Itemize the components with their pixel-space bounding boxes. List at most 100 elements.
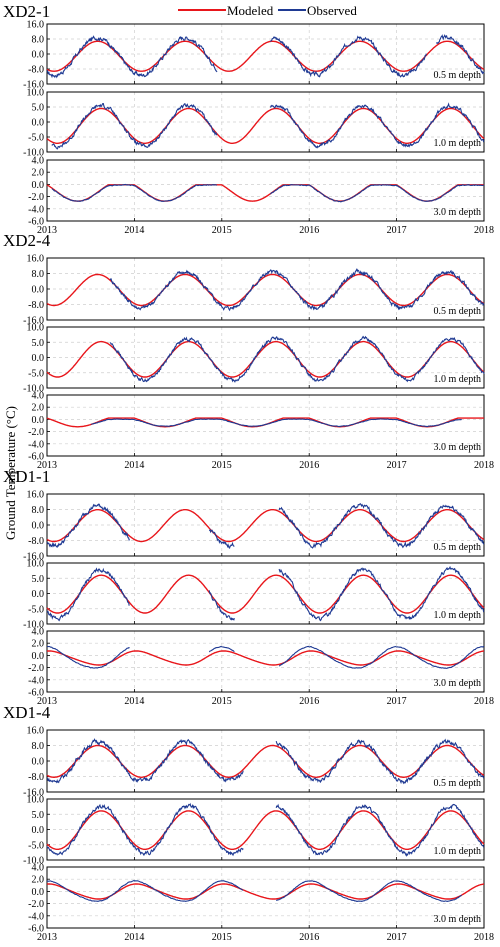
x-tick-label: 2016 <box>299 696 319 707</box>
panel-1: 16.0 8.0 0.0 -8.0 -16.0 0.5 m depth <box>23 726 485 799</box>
x-tick-label: 2014 <box>124 460 144 471</box>
observed-series-line <box>46 645 484 669</box>
y-tick-label: 0.0 <box>32 521 45 532</box>
panel-frame <box>46 23 485 85</box>
panel-frame <box>46 493 485 557</box>
x-tick-label: 2015 <box>212 225 232 236</box>
x-tick-label: 2018 <box>474 225 494 236</box>
modeled-series-line <box>46 40 485 72</box>
y-tick-label: 8.0 <box>32 269 45 280</box>
y-tick-label: 0.0 <box>32 757 45 768</box>
y-tick-label: 16.0 <box>27 490 45 501</box>
panel-frame <box>46 562 485 625</box>
station-xd1-4: XD1-4 16.0 8.0 0.0 -8.0 -16.0 0.5 m depth 10.0 5… <box>3 703 494 943</box>
panel-3: 4.02.00.0-2.0-4.0 -6.0 3.0 m depth 2013 2014… <box>28 156 494 237</box>
panel-3: 4.02.00.0-2.0-4.0 -6.0 3.0 m depth 2013 2014… <box>28 863 494 944</box>
y-tick-label: -16.0 <box>23 316 44 327</box>
y-tick-label: 8.0 <box>32 35 45 46</box>
y-tick-label: -16.0 <box>23 788 44 799</box>
panel-3: 4.02.00.0-2.0-4.0 -6.0 3.0 m depth 2013 2014… <box>28 391 494 472</box>
x-tick-label: 2013 <box>37 225 57 236</box>
observed-series-line <box>47 879 462 903</box>
depth-label: 1.0 m depth <box>434 374 482 385</box>
panel-frame <box>46 866 485 929</box>
depth-label: 3.0 m depth <box>434 914 482 925</box>
y-tick-label: -8.0 <box>28 65 44 76</box>
x-tick-label: 2015 <box>212 696 232 707</box>
station-title: XD1-1 <box>3 467 50 486</box>
observed-series-line <box>46 502 485 549</box>
y-tick-label: 16.0 <box>27 726 45 737</box>
y-tick-label: -6.0 <box>28 924 44 935</box>
y-tick-label: 10.0 <box>27 323 45 334</box>
y-tick-label: -2.0 <box>28 899 44 910</box>
y-tick-label: -6.0 <box>28 688 44 699</box>
station-xd2-4: XD2-4 16.0 8.0 0.0 -8.0 -16.0 0.5 m depth 10.0 5… <box>3 231 494 471</box>
x-tick-label: 2016 <box>299 225 319 236</box>
depth-label: 3.0 m depth <box>434 442 482 453</box>
y-tick-label: 0.0 <box>32 118 45 129</box>
y-tick-label: -4.0 <box>28 675 44 686</box>
modeled-series-line <box>46 184 485 202</box>
legend-observed-label: Observed <box>307 3 357 18</box>
x-tick-label: 2014 <box>124 696 144 707</box>
y-tick-label: -5.0 <box>28 133 44 144</box>
panel-frame <box>46 729 485 793</box>
depth-label: 1.0 m depth <box>434 138 482 149</box>
x-tick-label: 2015 <box>212 460 232 471</box>
y-tick-label: -8.0 <box>28 536 44 547</box>
y-tick-label: 0.0 <box>32 651 45 662</box>
x-tick-label: 2017 <box>387 225 407 236</box>
y-tick-label: 10.0 <box>27 795 45 806</box>
y-tick-label: 16.0 <box>27 20 45 31</box>
panel-2: 10.0 5.0 0.0 -5.0 -10.0 1.0 m depth <box>23 795 485 867</box>
y-tick-label: -4.0 <box>28 204 44 215</box>
y-tick-label: -10.0 <box>23 856 44 867</box>
y-tick-label: -10.0 <box>23 384 44 395</box>
y-tick-label: -10.0 <box>23 620 44 631</box>
depth-label: 1.0 m depth <box>434 610 482 621</box>
panel-frame <box>46 394 485 457</box>
y-tick-label: 2.0 <box>32 168 45 179</box>
x-tick-label: 2017 <box>387 696 407 707</box>
panel-frame <box>46 257 485 321</box>
panel-1: 16.0 8.0 0.0 -8.0 -16.0 0.5 m depth <box>23 254 485 327</box>
y-tick-label: 0.0 <box>32 180 45 191</box>
y-tick-label: 4.0 <box>32 156 45 167</box>
panel-3: 4.02.00.0-2.0-4.0 -6.0 3.0 m depth 2013 2014… <box>28 627 494 708</box>
depth-label: 3.0 m depth <box>434 678 482 689</box>
y-tick-label: 0.0 <box>32 825 45 836</box>
y-tick-label: -6.0 <box>28 452 44 463</box>
panel-frame <box>46 91 485 153</box>
station-xd1-1: XD1-1 16.0 8.0 0.0 -8.0 -16.0 0.5 m depth 10.0 5… <box>3 467 494 707</box>
y-tick-label: 5.0 <box>32 338 45 349</box>
station-title: XD2-4 <box>3 231 51 250</box>
depth-label: 0.5 m depth <box>434 306 482 317</box>
observed-series-line <box>46 802 485 857</box>
y-tick-label: -4.0 <box>28 911 44 922</box>
y-tick-label: -16.0 <box>23 80 44 91</box>
observed-series-line <box>109 267 485 312</box>
x-tick-label: 2018 <box>474 932 494 943</box>
station-xd2-1: XD2-116.0 8.0 0.0 -8.0 -16.0 0.5 m depth 10.0 5… <box>3 2 494 236</box>
observed-series-line <box>46 34 485 79</box>
observed-series-line <box>51 183 484 203</box>
y-tick-label: 2.0 <box>32 875 45 886</box>
observed-series-line <box>46 565 485 622</box>
y-tick-label: 0.0 <box>32 415 45 426</box>
x-tick-label: 2014 <box>124 225 144 236</box>
x-tick-label: 2013 <box>37 460 57 471</box>
modeled-series-line <box>47 650 485 666</box>
x-tick-label: 2016 <box>299 460 319 471</box>
depth-label: 0.5 m depth <box>434 70 482 81</box>
legend: Modeled Observed <box>178 3 357 18</box>
y-tick-label: 2.0 <box>32 403 45 414</box>
y-tick-label: 10.0 <box>27 88 45 99</box>
modeled-series-line <box>46 574 485 614</box>
station-title: XD1-4 <box>3 703 51 722</box>
x-tick-label: 2018 <box>474 460 494 471</box>
y-tick-label: 0.0 <box>32 887 45 898</box>
x-tick-label: 2013 <box>37 932 57 943</box>
y-tick-label: -10.0 <box>23 148 44 159</box>
